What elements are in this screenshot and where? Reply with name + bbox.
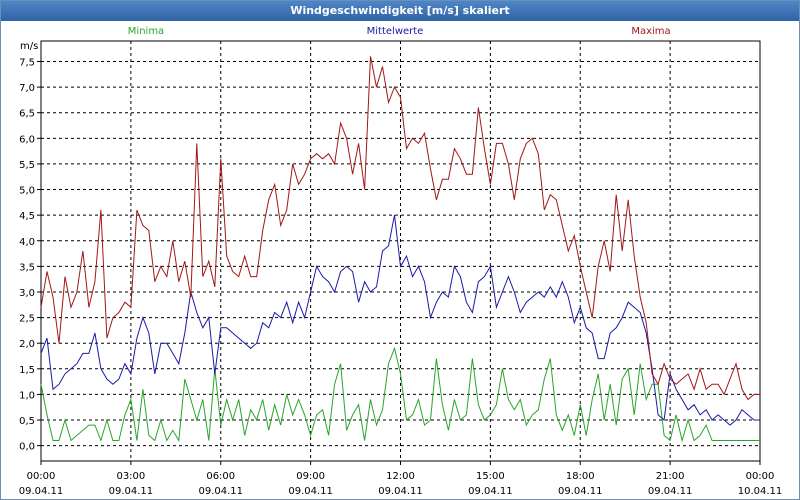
x-tick-time-label: 09:00 [296, 471, 325, 482]
x-tick-time-label: 15:00 [476, 471, 505, 482]
x-tick-date-label: 09.04.11 [288, 486, 333, 497]
y-tick-label: 0,0 [19, 442, 35, 453]
x-tick-date-label: 09.04.11 [198, 486, 243, 497]
chart-title: Windgeschwindigkeit [m/s] skaliert [1, 1, 799, 21]
x-tick-time-label: 12:00 [386, 471, 415, 482]
x-tick-time-label: 00:00 [27, 471, 56, 482]
y-tick-label: 4,0 [19, 237, 35, 248]
y-tick-label: 4,5 [19, 211, 35, 222]
x-tick-date-label: 09.04.11 [558, 486, 603, 497]
x-axis-ticks: 00:00 09.04.11 03:00 09.04.11 06:00 09.04.11 0… [19, 461, 783, 497]
x-tick-date-label: 10.04.11 [738, 486, 783, 497]
series-lines [40, 56, 760, 443]
x-tick-time-label: 06:00 [206, 471, 235, 482]
y-tick-label: 1,5 [19, 365, 35, 376]
x-tick-date-label: 09.04.11 [648, 486, 693, 497]
y-axis-label: m/s [20, 41, 38, 52]
x-tick-time-label: 21:00 [656, 471, 685, 482]
y-tick-label: 3,5 [19, 262, 35, 273]
y-tick-label: 2,0 [19, 339, 35, 350]
y-tick-label: 7,0 [19, 83, 35, 94]
y-tick-label: 3,0 [19, 288, 35, 299]
legend-minima: Minima [128, 26, 164, 37]
x-tick-time-label: 00:00 [746, 471, 775, 482]
x-tick-time-label: 03:00 [116, 471, 145, 482]
y-tick-label: 5,0 [19, 186, 35, 197]
y-tick-label: 0,5 [19, 416, 35, 427]
legend-mittelwerte: Mittelwerte [367, 26, 424, 37]
series-line-maxima [40, 56, 760, 401]
y-tick-label: 5,5 [19, 160, 35, 171]
x-tick-date-label: 09.04.11 [109, 486, 154, 497]
series-line-minima [40, 346, 760, 443]
y-tick-label: 6,5 [19, 109, 35, 120]
y-tick-label: 6,0 [19, 134, 35, 145]
y-axis-ticks: 0,0 0,5 1,0 1,5 2,0 2,5 3,0 3,5 4,0 4,5 5,0 5,5 6,0 6… [19, 57, 41, 453]
x-tick-date-label: 09.04.11 [468, 486, 513, 497]
legend-maxima: Maxima [631, 26, 670, 37]
series-line-mittelwerte [40, 215, 760, 426]
y-tick-label: 7,5 [19, 57, 35, 68]
grid-lines [41, 41, 760, 461]
x-tick-date-label: 09.04.11 [378, 486, 423, 497]
x-tick-time-label: 18:00 [566, 471, 595, 482]
y-tick-label: 1,0 [19, 390, 35, 401]
x-tick-date-label: 09.04.11 [19, 486, 64, 497]
y-tick-label: 2,5 [19, 314, 35, 325]
